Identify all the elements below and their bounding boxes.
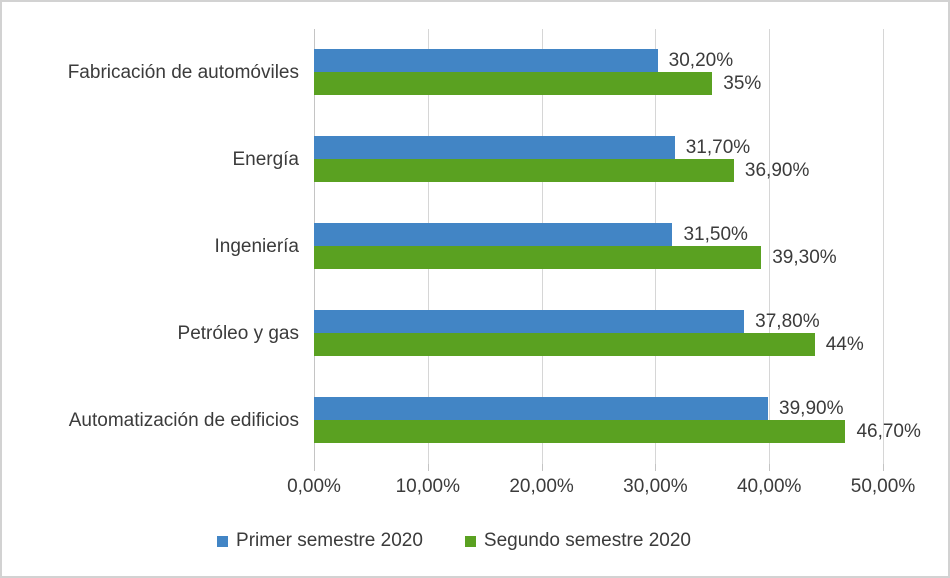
bar-data-label: 37,80% xyxy=(755,311,820,332)
x-axis-tick-label: 10,00% xyxy=(395,476,461,497)
legend-label: Primer semestre 2020 xyxy=(236,530,423,551)
legend-swatch-green-icon xyxy=(464,535,476,547)
bar-data-label: 31,50% xyxy=(683,224,748,245)
x-axis-tick-label: 40,00% xyxy=(736,476,802,497)
x-axis-tickmark xyxy=(883,464,884,471)
x-axis-tick-label: 50,00% xyxy=(850,476,916,497)
bar-data-label: 46,70% xyxy=(856,421,921,442)
y-axis-category-labels: Fabricación de automóviles Energía Ingenie… xyxy=(2,29,299,464)
plot-area: 30,20% 35% 31,70% 36,90% 31,50% 39,30% 37,80% 4… xyxy=(314,29,921,471)
category-label: Petróleo y gas xyxy=(177,322,299,344)
x-axis-tick-label: 30,00% xyxy=(623,476,688,497)
bar-data-label: 39,30% xyxy=(772,247,837,268)
x-axis-tickmark xyxy=(427,464,429,471)
bar-primer-semestre xyxy=(314,223,673,246)
gridline xyxy=(883,29,884,464)
bar-segundo-semestre xyxy=(314,72,713,95)
category-label: Fabricación de automóviles xyxy=(67,61,299,83)
bar-segundo-semestre xyxy=(314,159,734,182)
legend-item-primer-semestre: Primer semestre 2020 xyxy=(217,530,423,552)
x-axis-tickmark xyxy=(314,464,315,471)
bar-data-label: 31,70% xyxy=(685,137,751,158)
legend-label: Segundo semestre 2020 xyxy=(483,530,691,551)
bar-data-label: 44% xyxy=(825,334,864,355)
x-axis-tick-label: 0,00% xyxy=(287,476,341,497)
legend-item-segundo-semestre: Segundo semestre 2020 xyxy=(464,530,691,552)
x-axis-tickmark xyxy=(769,464,771,471)
bar-primer-semestre xyxy=(314,49,658,72)
category-label: Automatización de edificios xyxy=(68,409,299,431)
gridline xyxy=(769,29,771,464)
bar-data-label: 36,90% xyxy=(744,160,810,181)
x-axis-tick-labels: 0,00% 10,00% 20,00% 30,00% 40,00% 50,00% xyxy=(287,476,915,502)
x-axis-tickmark xyxy=(655,464,657,471)
category-label: Energía xyxy=(232,148,299,170)
bar-segundo-semestre xyxy=(314,333,815,356)
bar-data-label: 30,20% xyxy=(668,50,734,71)
bar-data-label: 39,90% xyxy=(779,398,844,419)
bar-segundo-semestre xyxy=(314,420,846,443)
category-label: Ingeniería xyxy=(214,235,299,257)
bar-primer-semestre xyxy=(314,136,675,159)
bar-segundo-semestre xyxy=(314,246,762,269)
bar-primer-semestre xyxy=(314,397,769,420)
legend-swatch-blue-icon xyxy=(217,535,229,547)
bar-data-label: 35% xyxy=(723,73,762,94)
bar-primer-semestre xyxy=(314,310,745,333)
x-axis-tick-label: 20,00% xyxy=(509,476,574,497)
x-axis-tickmark xyxy=(541,464,543,471)
legend: Primer semestre 2020 Segundo semestre 20… xyxy=(2,530,929,552)
